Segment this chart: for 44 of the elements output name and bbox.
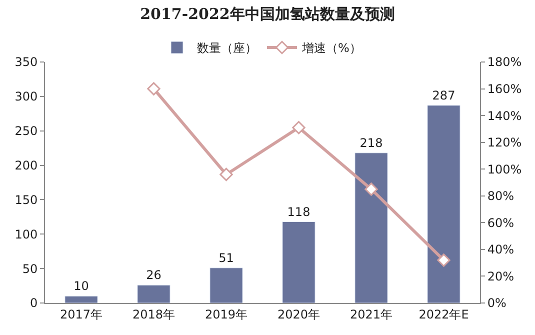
point [147, 82, 160, 96]
point [364, 182, 378, 196]
y-tick-label: 0 [30, 296, 38, 310]
data-label: 287 [432, 88, 456, 102]
data-label: 10 [74, 279, 89, 294]
y-tick-label: 250 [14, 124, 38, 138]
y-tick-label: 200 [14, 158, 38, 172]
data-label: 51 [218, 250, 234, 265]
bar [427, 105, 460, 303]
y2-tick-label: 100% [487, 162, 522, 176]
y2-tick-label: 20% [487, 269, 514, 284]
x-tick-label: 2022年E [418, 307, 469, 322]
x-tick-label: 2020年 [277, 307, 320, 322]
legend-label: 增速（%） [301, 41, 362, 56]
data-label: 118 [287, 204, 310, 219]
legend-label: 数量（座） [197, 41, 257, 56]
data-label: 218 [360, 136, 383, 150]
y2-tick-label: 0% [487, 296, 506, 310]
bar [354, 152, 388, 303]
bar [64, 296, 98, 303]
y-tick-label: 300 [14, 90, 38, 104]
y-tick-label: 100 [14, 227, 38, 242]
y-tick-label: 150 [14, 192, 38, 207]
y2-tick-label: 80% [487, 189, 514, 204]
x-tick-label: 2019年 [204, 307, 248, 322]
point [292, 121, 306, 134]
x-tick-label: 2018年 [132, 307, 176, 322]
y2-tick-label: 120% [487, 136, 522, 150]
y-tick-label: 350 [14, 55, 38, 70]
x-tick-label: 2021年 [350, 307, 393, 322]
y-tick-label: 50 [22, 262, 38, 276]
y2-tick-label: 40% [487, 242, 514, 257]
y2-tick-label: 180% [487, 55, 522, 70]
bar [210, 268, 243, 303]
bar [282, 222, 316, 303]
y2-tick-label: 140% [487, 108, 522, 123]
bar [137, 284, 170, 303]
point [437, 254, 450, 267]
x-tick-label: 2017年 [60, 307, 103, 322]
chart-title: 2017-2022年中国加氢站数量及预测 [140, 4, 395, 23]
point [220, 168, 233, 182]
data-label: 26 [146, 268, 162, 282]
y2-tick-label: 60% [487, 216, 514, 230]
y2-tick-label: 160% [487, 82, 522, 96]
